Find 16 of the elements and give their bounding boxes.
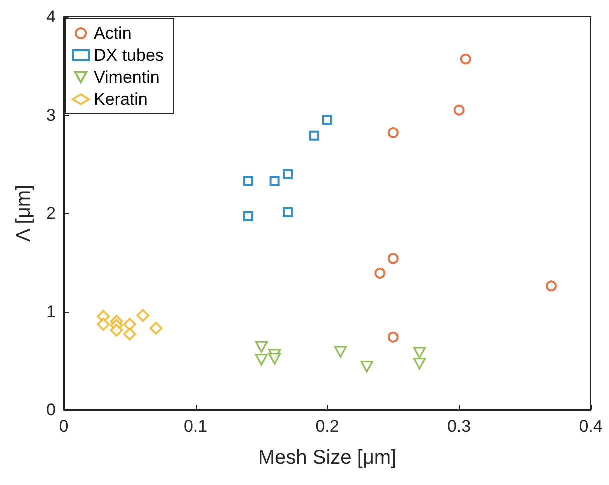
legend-label: Keratin [94,90,148,109]
y-tick-label: 1 [46,302,56,322]
legend-label: Actin [94,24,132,43]
x-tick-label: 0.1 [184,417,208,436]
y-axis-title: Λ [μm] [13,184,35,242]
legend-label: DX tubes [94,46,164,65]
x-axis-title: Mesh Size [μm] [258,447,397,469]
x-tick-label: 0.3 [447,417,472,436]
x-tick-label: 0 [59,417,69,436]
y-tick-label: 2 [46,204,56,223]
y-tick-label: 0 [46,400,56,420]
x-tick-label: 0.2 [316,417,340,436]
legend-label: Vimentin [94,68,160,87]
y-tick-label: 3 [46,106,56,125]
y-tick-label: 4 [46,8,56,26]
x-tick-label: 0.4 [579,417,603,436]
